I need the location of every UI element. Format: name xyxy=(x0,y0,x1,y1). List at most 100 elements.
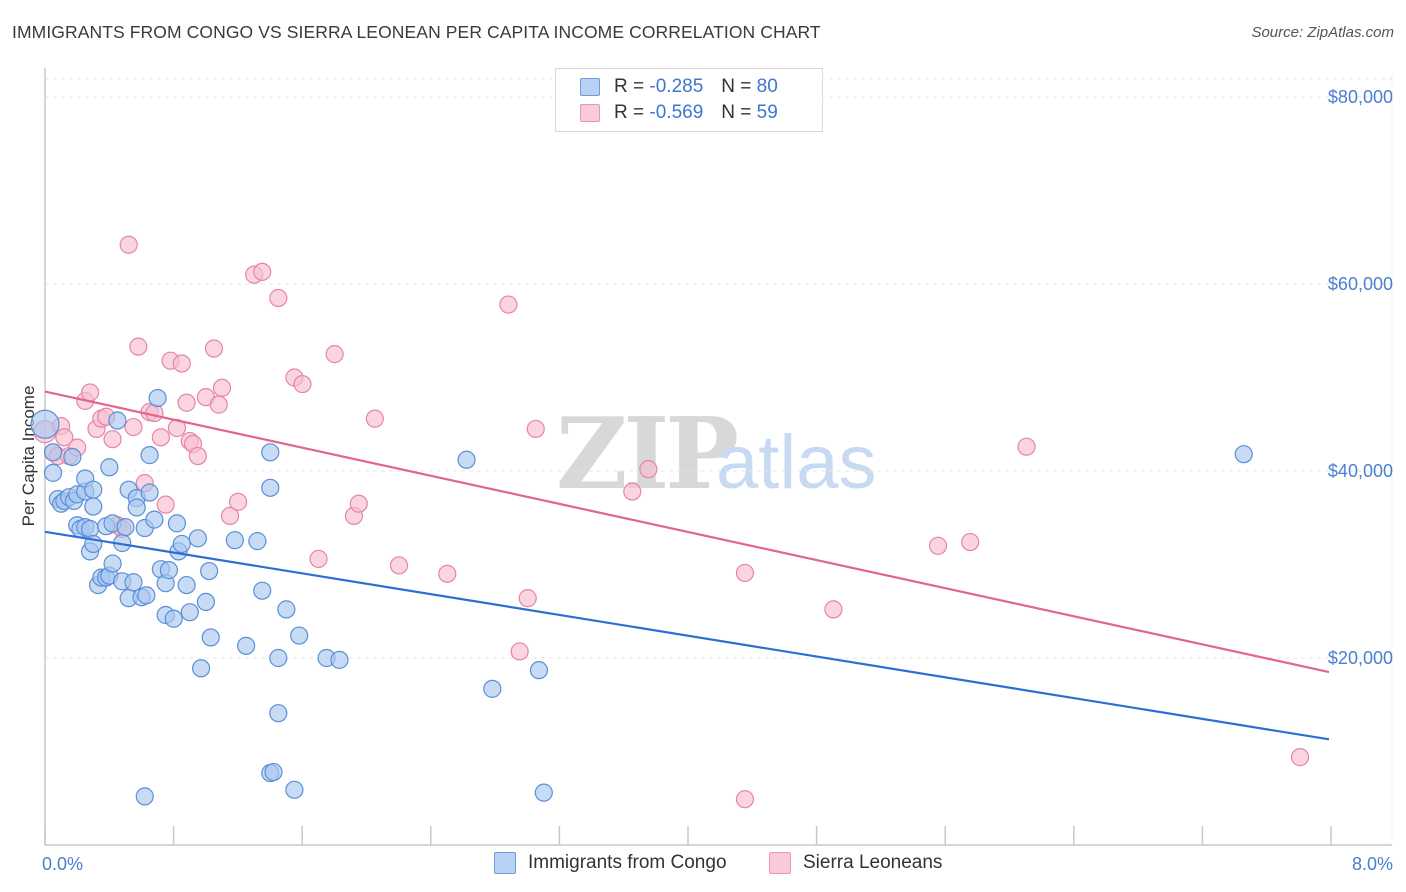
congo-point xyxy=(191,659,211,678)
sierra-point xyxy=(309,549,328,568)
sierra-point xyxy=(129,337,148,356)
sierra-point xyxy=(824,600,843,619)
congo-point xyxy=(253,581,272,600)
sierra-point xyxy=(103,430,122,449)
congo-point xyxy=(177,575,196,595)
congo-legend-swatch xyxy=(494,852,516,874)
congo-point xyxy=(172,534,191,554)
congo-point xyxy=(43,463,63,482)
sierra-point xyxy=(365,409,384,428)
congo-point xyxy=(108,411,127,430)
legend-r-label: R = xyxy=(614,76,645,97)
congo-point xyxy=(103,554,122,573)
congo-point xyxy=(145,510,164,529)
congo-point xyxy=(116,517,135,537)
congo-point xyxy=(457,450,476,469)
series-sierra-leoneans xyxy=(33,235,1310,809)
sierra-point xyxy=(639,460,658,479)
sierra-swatch xyxy=(580,104,600,122)
congo-point xyxy=(237,636,256,655)
x-tick-label-min: 0.0% xyxy=(42,854,83,874)
congo-point xyxy=(84,480,103,499)
sierra-point xyxy=(228,492,248,511)
legend-n-label: N = xyxy=(721,76,752,97)
congo-point xyxy=(269,704,288,723)
x-axis-ticks: 0.0% 8.0% xyxy=(42,854,1393,874)
congo-point xyxy=(483,679,502,698)
source-label: Source: ZipAtlas.com xyxy=(1251,24,1394,41)
y-tick-label: $20,000 xyxy=(1328,648,1393,668)
congo-point xyxy=(188,529,207,548)
watermark-zip: ZIP xyxy=(556,397,737,512)
congo-trend-line xyxy=(44,530,1330,741)
congo-legend-label: Immigrants from Congo xyxy=(528,852,727,873)
y-tick-label: $60,000 xyxy=(1328,274,1393,294)
sierra-point xyxy=(156,495,175,514)
sierra-point xyxy=(438,564,457,583)
sierra-point xyxy=(269,288,288,308)
y-axis-ticks: $20,000 $40,000 $60,000 $80,000 xyxy=(1328,87,1393,668)
congo-point xyxy=(80,519,100,539)
congo-point xyxy=(135,787,154,806)
chart-title: IMMIGRANTS FROM CONGO VS SIERRA LEONEAN … xyxy=(12,22,821,42)
congo-point xyxy=(140,446,159,465)
legend-row-congo: R = -0.285 N = 80 xyxy=(580,75,778,99)
sierra-point xyxy=(220,506,240,525)
sierra-point xyxy=(204,339,224,358)
sierra-legend-label: Sierra Leoneans xyxy=(803,852,943,873)
y-tick-label: $40,000 xyxy=(1328,461,1393,481)
congo-point xyxy=(534,783,553,802)
sierra-point xyxy=(735,790,755,809)
congo-point xyxy=(167,514,187,533)
congo-point xyxy=(285,780,304,799)
bottom-legend-congo: Immigrants from Congo xyxy=(494,852,727,874)
sierra-point xyxy=(177,393,196,412)
sierra-point xyxy=(623,482,642,501)
congo-point xyxy=(164,609,183,628)
congo-point xyxy=(1234,445,1253,464)
sierra-point xyxy=(80,383,100,402)
congo-point xyxy=(290,626,309,645)
congo-point xyxy=(124,573,143,592)
congo-point xyxy=(269,648,288,668)
sierra-legend-swatch xyxy=(769,852,791,874)
sierra-point xyxy=(325,345,344,364)
sierra-point xyxy=(1017,437,1036,456)
legend-row-sierra: R = -0.569 N = 59 xyxy=(580,101,778,125)
legend-r-label: R = xyxy=(614,102,645,123)
y-axis-label: Per Capita Income xyxy=(19,386,38,527)
legend-n-value: 80 xyxy=(756,76,778,97)
congo-point xyxy=(180,603,199,622)
legend-n-value: 59 xyxy=(756,102,778,123)
congo-point xyxy=(127,498,146,517)
watermark-atlas: atlas xyxy=(716,420,877,505)
congo-point xyxy=(100,458,119,477)
congo-point xyxy=(196,592,216,612)
sierra-point xyxy=(172,354,191,373)
sierra-point xyxy=(526,419,545,439)
congo-point xyxy=(248,532,267,551)
legend-n-label: N = xyxy=(721,102,752,123)
congo-point xyxy=(159,561,178,580)
congo-point xyxy=(140,483,159,502)
congo-point xyxy=(264,762,283,782)
congo-point xyxy=(261,478,280,497)
congo-swatch xyxy=(580,78,600,96)
congo-point xyxy=(63,447,82,467)
sierra-point xyxy=(961,532,980,552)
sierra-point xyxy=(212,378,232,397)
correlation-legend: R = -0.285 N = 80 R = -0.569 N = 59 xyxy=(555,68,823,132)
congo-point xyxy=(261,443,280,462)
sierra-point xyxy=(151,428,170,447)
sierra-point xyxy=(518,589,537,608)
congo-point xyxy=(277,600,296,619)
sierra-point xyxy=(499,295,518,314)
sierra-point xyxy=(55,428,74,447)
sierra-point xyxy=(253,262,272,281)
congo-point xyxy=(30,409,60,439)
x-tick-label-max: 8.0% xyxy=(1352,854,1393,874)
sierra-point xyxy=(209,395,228,414)
congo-point xyxy=(529,661,549,680)
sierra-point xyxy=(735,563,755,583)
